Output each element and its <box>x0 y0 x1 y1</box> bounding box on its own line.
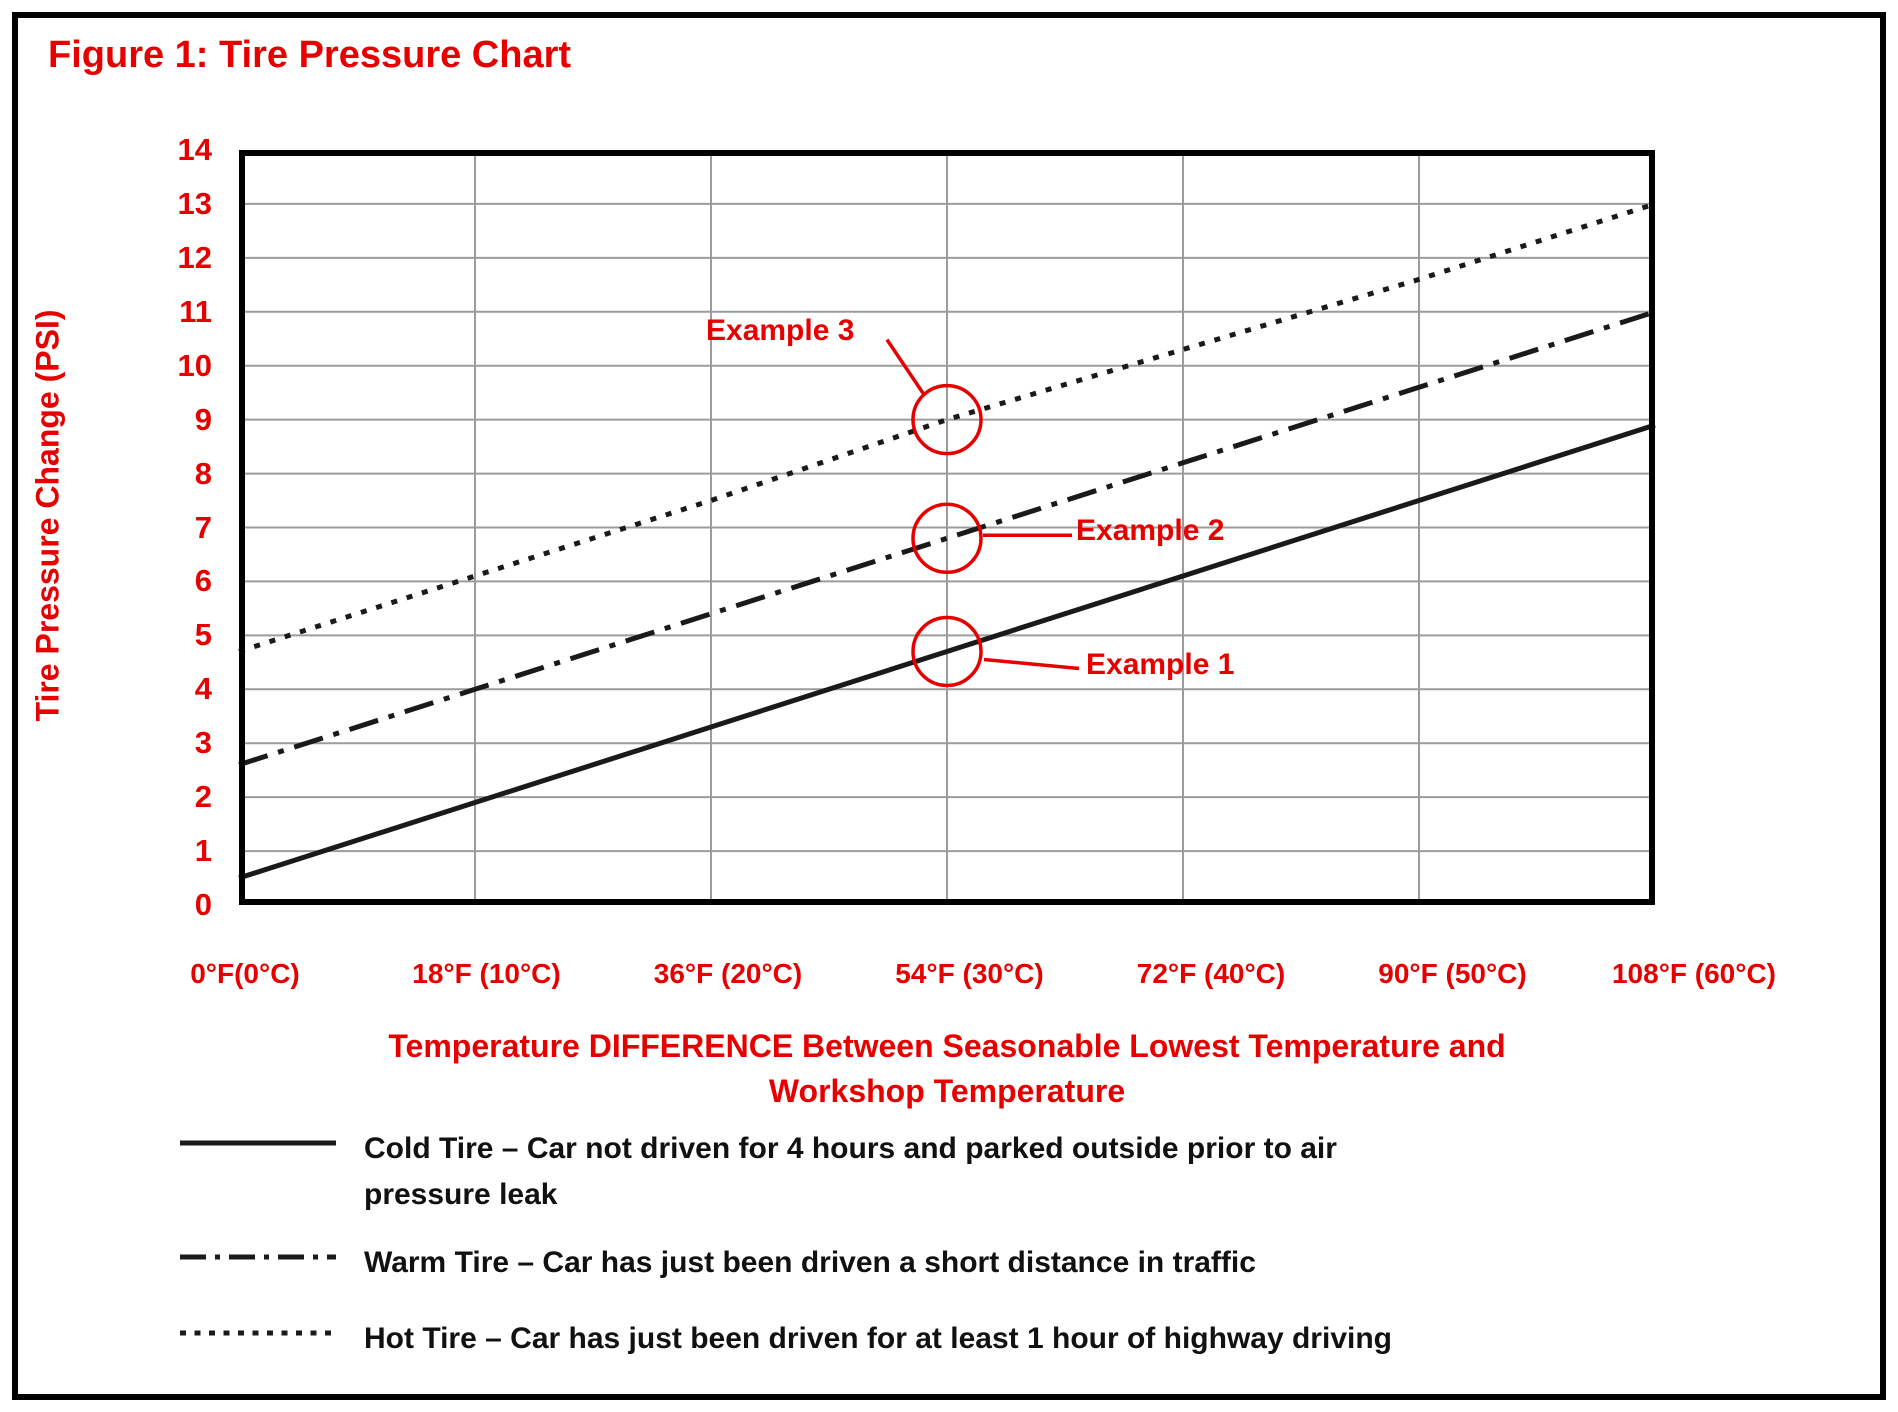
example-1-label: Example 1 <box>1086 648 1235 681</box>
y-tick-label: 14 <box>177 132 212 167</box>
y-tick-label: 2 <box>194 779 212 815</box>
y-tick-label: 9 <box>194 401 212 437</box>
figure-title: Figure 1: Tire Pressure Chart <box>48 34 572 76</box>
x-tick-label: 108°F (60°C) <box>1611 958 1776 989</box>
outer-border <box>12 12 1886 1400</box>
legend-hot-text-line1: Hot Tire – Car has just been driven for … <box>364 1322 1392 1355</box>
x-tick-label: 36°F (20°C) <box>653 958 803 989</box>
example-1-circle <box>911 615 983 688</box>
x-axis-title: Temperature DIFFERENCE Between Seasonabl… <box>300 1024 1594 1114</box>
y-tick-label: 1 <box>194 833 212 869</box>
series-hot-tire <box>238 201 1656 654</box>
example-2-label: Example 2 <box>1076 514 1225 547</box>
y-tick-label: 0 <box>194 887 212 922</box>
cold-tire-solid-line-sample <box>180 1140 336 1146</box>
example-2-circle <box>911 502 983 575</box>
y-tick-label: 8 <box>194 455 212 491</box>
legend-cold-text-line1: Cold Tire – Car not driven for 4 hours a… <box>364 1132 1337 1165</box>
hot-tire-dotted-line-sample <box>180 1330 336 1336</box>
plot-border <box>239 150 1655 905</box>
legend-warm-text-line1: Warm Tire – Car has just been driven a s… <box>364 1246 1256 1279</box>
legend-cold-text-line2: pressure leak <box>364 1178 558 1211</box>
series-cold-tire <box>238 422 1656 881</box>
legend-item-cold-tire: Cold Tire – Car not driven for 4 hours a… <box>178 1126 1337 1218</box>
y-tick-label: 5 <box>194 617 212 653</box>
x-axis-title-line1: Temperature DIFFERENCE Between Seasonabl… <box>388 1028 1506 1064</box>
y-tick-label: 3 <box>194 725 212 761</box>
y-tick-label: 4 <box>194 671 212 707</box>
y-tick-label: 6 <box>194 563 212 599</box>
y-tick-label: 13 <box>177 185 212 221</box>
example-3-connector <box>885 338 926 396</box>
legend-item-warm-tire: Warm Tire – Car has just been driven a s… <box>178 1240 1256 1286</box>
x-tick-label: 90°F (50°C) <box>1378 958 1527 989</box>
y-tick-label: 12 <box>177 239 212 275</box>
plot-area <box>238 150 1656 905</box>
x-tick-label: 54°F (30°C) <box>895 958 1044 989</box>
series-warm-tire <box>238 309 1656 768</box>
x-axis-title-line2: Workshop Temperature <box>768 1073 1126 1109</box>
y-axis-title: Tire Pressure Change (PSI) <box>29 309 66 722</box>
y-tick-label: 10 <box>177 347 212 383</box>
x-axis-tick-labels: 0°F(0°C) 18°F (10°C) 36°F (20°C) 54°F (30°C… <box>0 958 1898 998</box>
example-3-circle <box>911 383 983 456</box>
x-tick-label: 0°F(0°C) <box>190 958 300 989</box>
y-tick-label: 11 <box>179 293 212 329</box>
example-3-label: Example 3 <box>706 314 855 347</box>
y-tick-label: 7 <box>194 509 212 545</box>
x-tick-label: 72°F (40°C) <box>1136 958 1286 989</box>
legend-item-hot-tire: Hot Tire – Car has just been driven for … <box>178 1316 1392 1362</box>
warm-tire-dash-dot-line-sample <box>180 1254 336 1260</box>
x-tick-label: 18°F (10°C) <box>412 958 561 989</box>
example-1-connector <box>983 657 1080 671</box>
y-axis-tick-labels: 14 13 12 11 10 9 8 7 6 5 4 3 2 1 0 <box>112 0 212 1000</box>
